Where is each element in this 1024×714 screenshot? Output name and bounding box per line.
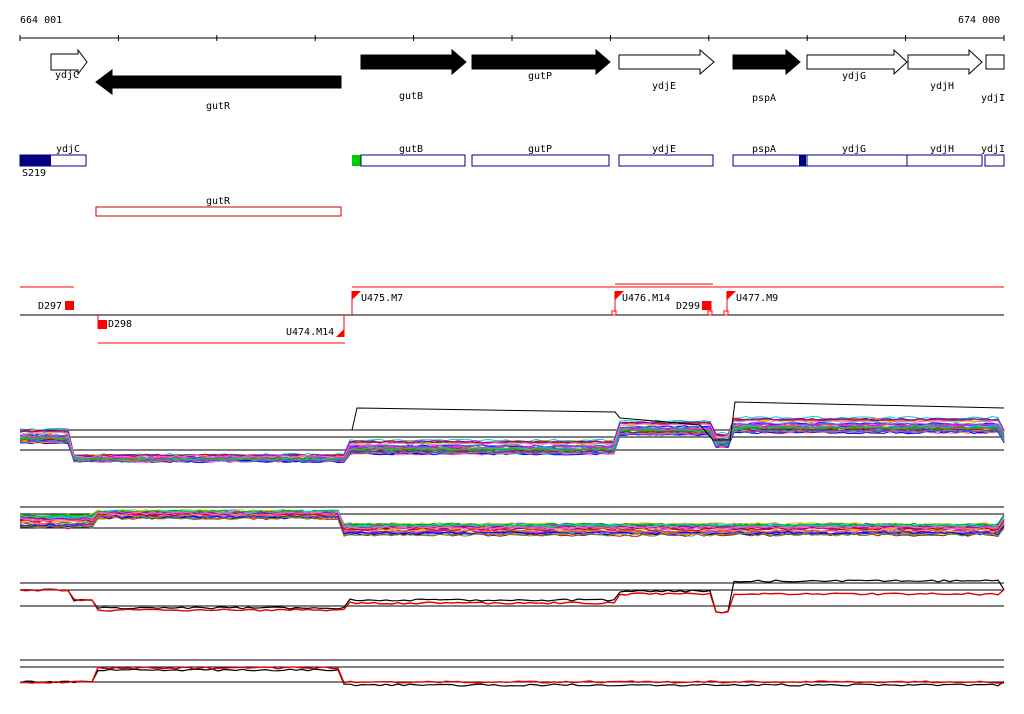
gene-label-ydjH: ydjH: [930, 81, 954, 92]
gene-label-ydjE: ydjE: [652, 81, 676, 92]
annotation-segment-pspA: [799, 155, 806, 166]
annotation-box-gutR[interactable]: [95, 206, 342, 217]
gene-label-gutP: gutP: [528, 71, 552, 82]
signal-line: [19, 588, 1005, 614]
signal-line: [19, 510, 1005, 528]
marker-flag-U475[interactable]: [352, 291, 361, 300]
annotation-label-ydjC: ydjC: [56, 144, 80, 155]
annotation-box-gutP[interactable]: [471, 154, 610, 167]
annotation-label-gutB: gutB: [399, 144, 423, 155]
marker-flag-U477[interactable]: [727, 291, 736, 300]
marker-label-D297: D297: [38, 301, 62, 312]
annotation-start-marker: [352, 155, 361, 166]
marker-label-U476: U476.M14: [622, 293, 670, 304]
signal-line: [19, 579, 1005, 614]
marker-label-U475: U475.M7: [361, 293, 403, 304]
marker-tick: [723, 310, 729, 316]
gene-arrow-ydjH[interactable]: [907, 48, 983, 76]
ruler-ticks: [19, 35, 1005, 41]
gene-arrow-ydjG[interactable]: [806, 48, 908, 76]
gene-label-gutR: gutR: [206, 101, 231, 112]
marker-tick: [707, 310, 713, 316]
signal-line: [19, 666, 1004, 684]
annotation-segment-S219: [20, 155, 51, 166]
gene-label-ydjI: ydjI: [981, 93, 1005, 104]
signal-line: [19, 429, 1005, 463]
marker-label-D298: D298: [108, 319, 132, 330]
annotation-label-ydjG: ydjG: [842, 144, 866, 155]
marker-label-U474: U474.M14: [286, 327, 334, 338]
site-label-S219: S219: [22, 168, 46, 179]
gene-arrow-gutB[interactable]: [360, 48, 467, 76]
gene-label-gutB: gutB: [399, 91, 423, 102]
annotation-box-gutB[interactable]: [360, 154, 466, 167]
annotation-label-pspA: pspA: [752, 144, 776, 155]
annotation-label-gutP: gutP: [528, 144, 552, 155]
signal-line: [19, 516, 1005, 537]
marker-tick: [611, 310, 617, 316]
gene-label-ydjG: ydjG: [842, 71, 866, 82]
gene-arrow-ydjE[interactable]: [618, 48, 715, 76]
marker-track: D297 D298 U474.M14 U475.M7 U476.M14 D299…: [20, 283, 1004, 344]
marker-block-D297[interactable]: [65, 301, 74, 310]
marker-block-D299[interactable]: [702, 301, 711, 310]
gene-label-pspA: pspA: [752, 93, 776, 104]
signal-line: [351, 401, 1005, 441]
signal-line: [19, 511, 1005, 530]
annotation-label-ydjI: ydjI: [981, 144, 1005, 155]
annotation-box-pspA[interactable]: [732, 154, 808, 167]
ruler-start-label: 664 001: [20, 15, 62, 26]
signal-line: [19, 668, 1005, 687]
signal-tracks: [19, 401, 1005, 687]
signal-line: [19, 514, 1005, 535]
marker-flag-U474[interactable]: [336, 329, 344, 337]
marker-label-U477: U477.M9: [736, 293, 778, 304]
signal-line: [19, 425, 1005, 461]
gene-arrow-gutP[interactable]: [471, 48, 611, 76]
annotation-box-ydjE[interactable]: [618, 154, 714, 167]
annotation-track: ydjC S219 gutB gutP ydjE pspA ydjG ydjH …: [19, 144, 1005, 217]
marker-block-D298[interactable]: [98, 320, 107, 329]
signal-line: [19, 419, 1005, 459]
gene-arrow-pspA[interactable]: [732, 48, 801, 76]
ruler-end-label: 674 000: [958, 15, 1000, 26]
gene-label-ydjC: ydjC: [55, 70, 79, 81]
annotation-label-ydjH: ydjH: [930, 144, 954, 155]
annotation-box-ydjI[interactable]: [984, 154, 1005, 167]
annotation-label-gutR: gutR: [206, 196, 231, 207]
annotation-box-ydjG[interactable]: [806, 154, 908, 167]
gene-arrow-ydjC[interactable]: [50, 48, 88, 76]
gene-track: ydjC gutR gutB gutP ydjE pspA ydjG ydjH …: [50, 48, 1005, 112]
signal-line: [19, 425, 1005, 462]
coordinate-ruler: 664 001 674 000: [19, 15, 1005, 41]
annotation-label-ydjE: ydjE: [652, 144, 676, 155]
marker-label-D299: D299: [676, 301, 700, 312]
gene-arrow-ydjI[interactable]: [985, 54, 1005, 70]
marker-flag-U476[interactable]: [615, 291, 624, 300]
annotation-box-ydjH[interactable]: [906, 154, 983, 167]
gene-arrow-gutR[interactable]: [95, 69, 342, 95]
